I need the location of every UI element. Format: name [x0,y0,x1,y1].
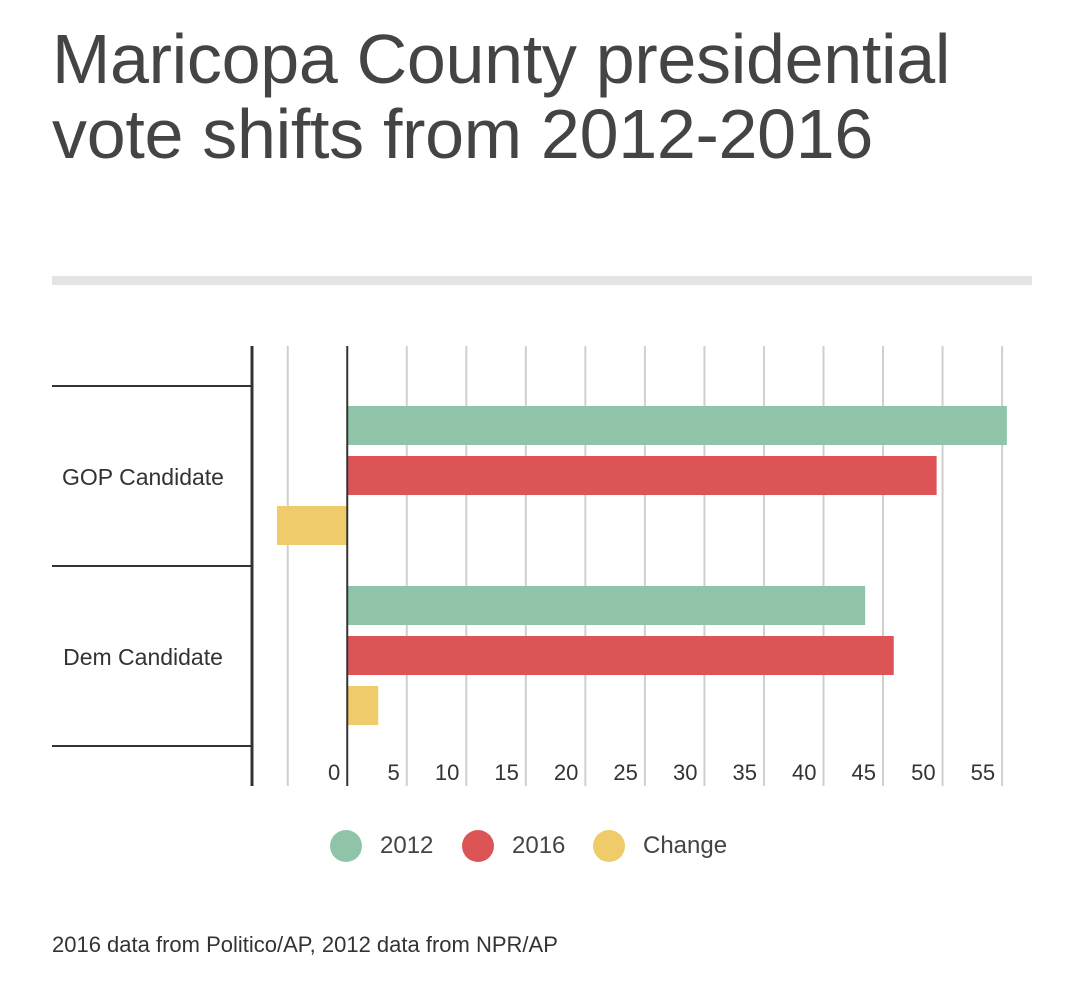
category-label: Dem Candidate [63,644,223,670]
chart-title: Maricopa County presidential vote shifts… [52,20,951,173]
legend-swatch-2016 [462,830,494,862]
legend-label-2012: 2012 [380,832,434,859]
category-label: GOP Candidate [62,464,224,490]
category-separators [52,385,252,747]
legend-swatch-change [593,830,625,862]
legend-item-2016: 2016 [462,830,565,862]
bar-2016-gop [347,456,937,495]
x-tick-label: 55 [971,760,995,785]
bar-2016-dem [347,636,894,675]
bar-change-gop [277,506,348,545]
x-tick-label: 20 [554,760,578,785]
bar-2012-gop [347,406,1007,445]
x-tick-label: 5 [388,760,400,785]
labels: GOP Candidate Dem Candidate 0 5 10 15 20 25 30 35… [62,464,995,785]
bar-change-dem [347,686,379,725]
legend-item-2012: 2012 [330,830,433,862]
x-tick-label: 35 [732,760,756,785]
x-tick-label: 10 [435,760,459,785]
bar-2012-dem [347,586,866,625]
x-tick-label: 25 [613,760,637,785]
legend-swatch-2012 [330,830,362,862]
x-tick-label: 40 [792,760,816,785]
title-divider [52,276,1032,285]
x-tick-label: 15 [494,760,518,785]
x-tick-label: 45 [852,760,876,785]
legend-item-change: Change [593,830,727,862]
bars [277,406,1007,725]
legend-label-2016: 2016 [512,832,566,859]
bar-chart: GOP Candidate Dem Candidate 0 5 10 15 20 25 30 35… [52,346,1007,786]
legend: 2012 2016 Change [0,830,1084,878]
axes [250,346,349,786]
x-tick-label: 50 [911,760,935,785]
legend-label-change: Change [643,832,728,859]
x-tick-label: 30 [673,760,697,785]
x-tick-label: 0 [328,760,340,785]
source-note: 2016 data from Politico/AP, 2012 data fr… [52,932,558,957]
